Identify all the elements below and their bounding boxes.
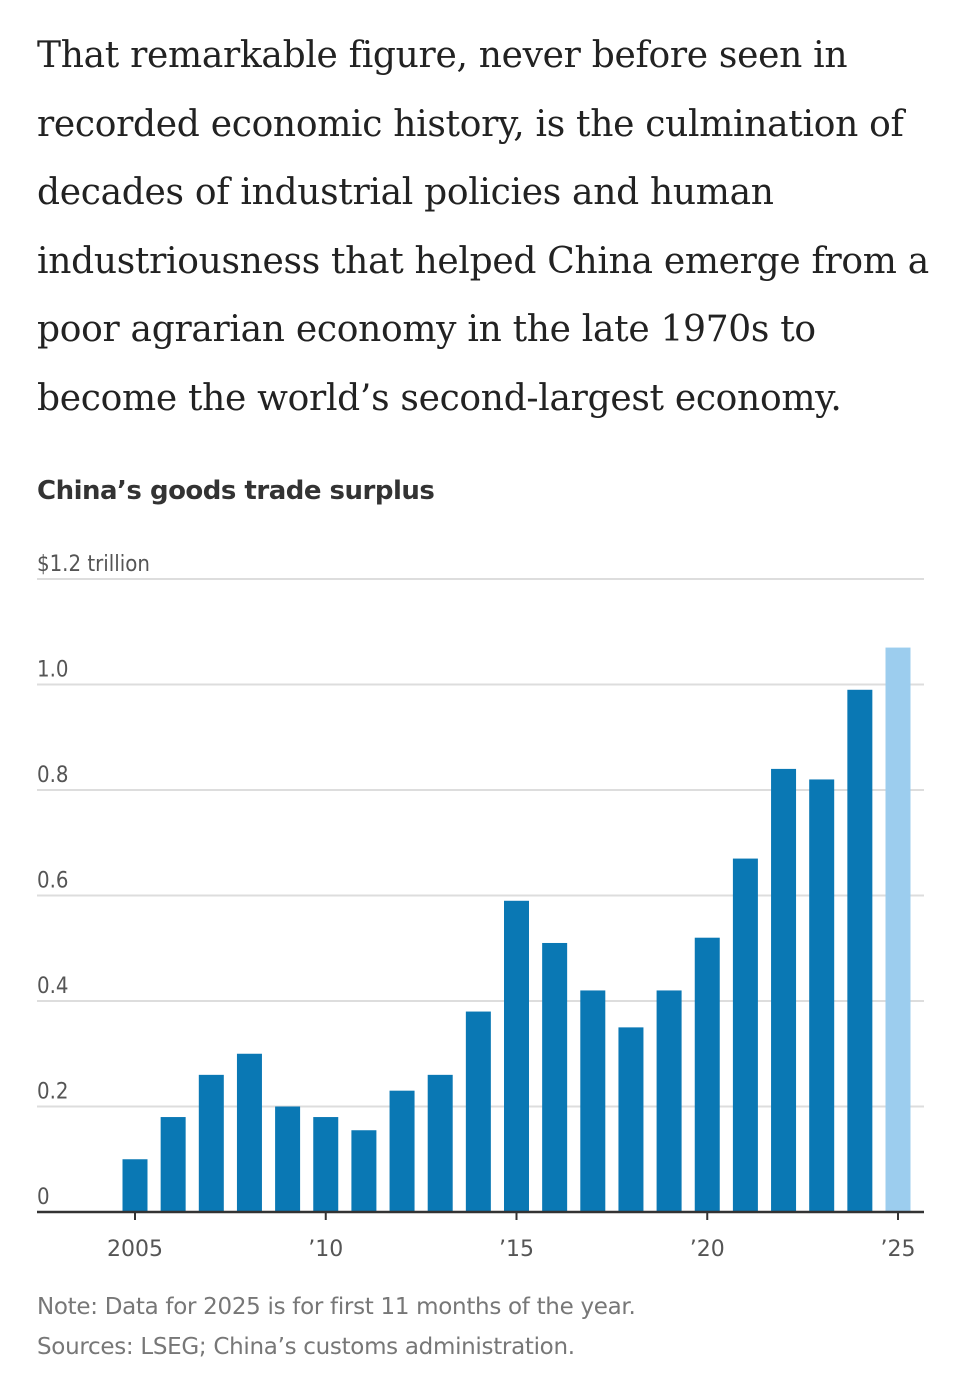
bar-2018 [618, 1027, 644, 1212]
bar-2022 [771, 768, 797, 1212]
bar-2019 [656, 990, 682, 1212]
bar-2012 [389, 1090, 415, 1212]
x-tick-label: ’20 [690, 1237, 725, 1262]
bar-2006 [160, 1117, 186, 1212]
chart-title: China’s goods trade surplus [37, 476, 435, 506]
bar-2016 [542, 942, 568, 1212]
article-paragraph: That remarkable figure, never before see… [37, 35, 929, 419]
bar-2024 [847, 689, 873, 1212]
bar-2011 [351, 1130, 377, 1212]
y-tick-label: 0.2 [37, 1080, 68, 1105]
y-tick-label: 0.6 [37, 869, 68, 894]
y-tick-label: 1.0 [37, 658, 68, 683]
bar-2020 [694, 937, 720, 1212]
bar-2014 [465, 1011, 491, 1212]
y-tick-label: 0.4 [37, 974, 68, 999]
bar-2007 [198, 1074, 224, 1212]
x-tick-label: ’10 [308, 1237, 343, 1262]
chart-sources: Sources: LSEG; China’s customs administr… [37, 1334, 575, 1360]
bar-chart: 0 0.2 0.4 0.6 0.8 1.0 $1.2 trillion 2005 ’10 ’15 ’… [37, 552, 924, 1262]
bar-2009 [275, 1106, 301, 1212]
bar-2005 [122, 1159, 148, 1212]
y-tick-label: $1.2 trillion [37, 552, 150, 577]
y-tick-label: 0.8 [37, 763, 68, 788]
y-tick-label: 0 [37, 1185, 50, 1210]
bar-2023 [809, 779, 835, 1212]
bar-2008 [236, 1053, 262, 1212]
x-tick-label: ’25 [881, 1237, 916, 1262]
bar-2013 [427, 1074, 453, 1212]
bar-2015 [504, 900, 529, 1212]
bar-2021 [732, 858, 758, 1212]
bar-2025 [885, 647, 911, 1212]
bar-2010 [313, 1117, 339, 1212]
chart-note: Note: Data for 2025 is for first 11 mont… [37, 1294, 636, 1320]
bar-2017 [580, 990, 606, 1212]
x-tick-label: 2005 [107, 1237, 163, 1262]
x-tick-label: ’15 [499, 1237, 534, 1262]
